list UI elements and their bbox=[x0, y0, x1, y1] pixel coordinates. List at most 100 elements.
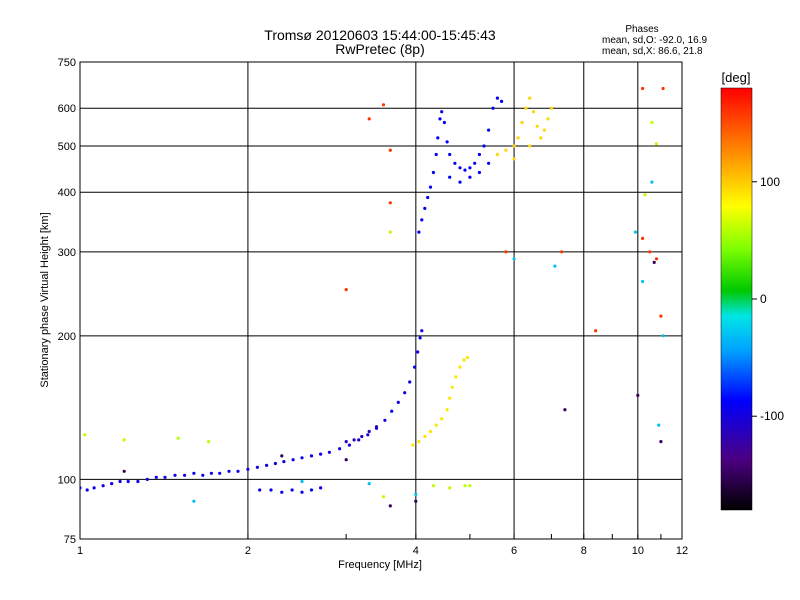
data-point bbox=[300, 479, 304, 484]
data-point bbox=[563, 408, 567, 412]
data-point bbox=[512, 157, 516, 161]
data-point bbox=[654, 257, 659, 261]
data-point bbox=[442, 120, 446, 125]
data-point bbox=[553, 264, 557, 268]
data-point bbox=[338, 447, 342, 451]
data-point bbox=[458, 365, 462, 369]
data-point bbox=[539, 136, 543, 140]
data-point bbox=[431, 170, 435, 175]
data-point bbox=[453, 161, 457, 165]
data-point bbox=[650, 180, 654, 184]
data-point bbox=[300, 456, 304, 460]
data-point bbox=[388, 504, 392, 508]
data-point bbox=[390, 409, 394, 413]
data-point bbox=[85, 488, 89, 492]
data-point bbox=[482, 144, 486, 148]
data-point bbox=[192, 499, 196, 503]
data-point bbox=[528, 96, 532, 100]
data-point bbox=[366, 433, 370, 437]
data-point bbox=[465, 356, 470, 360]
data-point bbox=[426, 195, 430, 200]
data-point bbox=[423, 206, 427, 210]
data-point bbox=[367, 482, 371, 486]
data-point bbox=[173, 473, 177, 477]
data-point bbox=[420, 329, 424, 333]
data-point bbox=[418, 336, 422, 340]
data-point bbox=[491, 106, 495, 110]
data-point bbox=[520, 120, 524, 125]
y-axis-label: Stationary phase Virtual Height [km] bbox=[39, 212, 51, 387]
data-point bbox=[246, 467, 250, 471]
data-point bbox=[641, 86, 645, 91]
data-point bbox=[136, 479, 140, 484]
data-point bbox=[236, 469, 240, 473]
y-tick-label: 300 bbox=[58, 247, 76, 259]
data-point bbox=[434, 423, 438, 427]
data-point bbox=[273, 461, 277, 466]
y-tick-label: 100 bbox=[58, 474, 76, 486]
data-point bbox=[218, 471, 222, 475]
data-point bbox=[643, 193, 647, 197]
data-point bbox=[477, 152, 481, 157]
data-point bbox=[201, 473, 205, 477]
data-point bbox=[549, 106, 554, 110]
data-point bbox=[633, 230, 638, 234]
data-point bbox=[319, 452, 323, 456]
data-point bbox=[374, 425, 379, 429]
data-point bbox=[648, 250, 652, 254]
data-point bbox=[92, 486, 96, 490]
data-point bbox=[428, 429, 433, 434]
data-point bbox=[110, 482, 114, 486]
stats-line-x: mean, sd,X: 86.6, 21.8 bbox=[602, 46, 703, 57]
data-point bbox=[504, 148, 508, 152]
data-point bbox=[265, 463, 269, 467]
data-point bbox=[560, 250, 564, 254]
plot-area bbox=[79, 61, 683, 540]
data-point bbox=[487, 161, 491, 165]
data-point bbox=[192, 471, 196, 475]
data-point bbox=[309, 488, 314, 492]
data-point bbox=[396, 400, 400, 404]
data-point bbox=[383, 418, 387, 422]
data-point bbox=[403, 391, 407, 395]
data-point bbox=[468, 166, 472, 170]
data-point bbox=[652, 260, 656, 264]
data-points bbox=[80, 86, 665, 508]
data-point bbox=[434, 152, 438, 157]
data-point bbox=[495, 152, 499, 157]
data-point bbox=[414, 499, 418, 503]
chart-subtitle: RwPretec (8p) bbox=[335, 41, 424, 57]
data-point bbox=[657, 423, 661, 427]
data-point bbox=[440, 417, 444, 421]
data-point bbox=[477, 170, 481, 175]
data-point bbox=[448, 396, 452, 400]
data-point bbox=[209, 471, 213, 475]
data-point bbox=[546, 117, 550, 121]
x-tick-label: 6 bbox=[511, 545, 517, 557]
data-point bbox=[468, 484, 472, 488]
data-point bbox=[176, 436, 180, 440]
data-point bbox=[309, 454, 314, 458]
data-point bbox=[388, 230, 392, 234]
data-point bbox=[450, 385, 454, 389]
data-point bbox=[122, 438, 126, 442]
data-point bbox=[504, 250, 508, 254]
data-point bbox=[327, 450, 331, 454]
colorbar-tick-label: -100 bbox=[760, 409, 784, 423]
data-point bbox=[80, 486, 82, 490]
data-point bbox=[445, 140, 449, 144]
y-tick-label: 500 bbox=[58, 141, 76, 153]
data-point bbox=[440, 110, 444, 114]
stats-line-o: mean, sd,O: -92.0, 16.9 bbox=[602, 35, 707, 46]
x-tick-label: 8 bbox=[581, 545, 587, 557]
data-point bbox=[282, 460, 286, 464]
data-point bbox=[319, 486, 323, 490]
data-point bbox=[448, 175, 452, 179]
data-point bbox=[431, 484, 435, 488]
data-point bbox=[654, 142, 659, 146]
data-point bbox=[145, 477, 149, 481]
data-point bbox=[641, 279, 645, 284]
data-point bbox=[163, 475, 167, 479]
grid bbox=[80, 62, 682, 539]
x-axis-label: Frequency [MHz] bbox=[338, 559, 422, 571]
